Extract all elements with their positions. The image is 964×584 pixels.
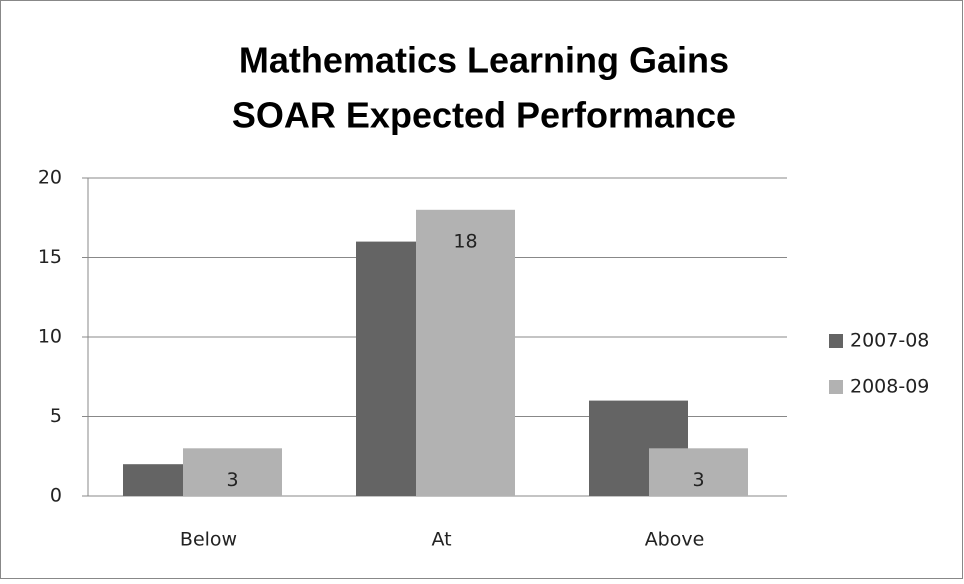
data-label: 18 <box>453 230 477 252</box>
legend-swatch <box>829 380 843 394</box>
y-tick-label: 0 <box>50 485 62 507</box>
legend-label: 2008-09 <box>850 376 929 398</box>
x-tick-label: Below <box>180 529 237 551</box>
bar <box>416 209 515 497</box>
x-tick-label: At <box>431 529 451 551</box>
y-tick-label: 5 <box>50 405 62 427</box>
legend-swatch <box>829 334 843 348</box>
x-tick-label: Above <box>645 529 705 551</box>
legend-label: 2007-08 <box>850 330 929 352</box>
data-label: 3 <box>226 469 238 491</box>
y-tick-label: 10 <box>38 326 62 348</box>
chart-title: SOAR Expected Performance <box>232 95 736 136</box>
y-tick-label: 20 <box>38 167 62 189</box>
bar <box>649 448 748 496</box>
bar <box>183 448 282 496</box>
y-tick-label: 15 <box>38 246 62 268</box>
data-label: 3 <box>692 469 704 491</box>
chart-title: Mathematics Learning Gains <box>239 40 729 81</box>
